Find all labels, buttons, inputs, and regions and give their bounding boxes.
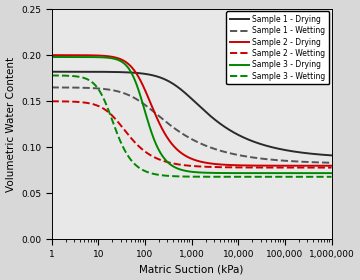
Sample 1 - Drying [67,70,71,73]
Line: Sample 1 - Wetting: Sample 1 - Wetting [51,87,332,163]
Sample 3 - Wetting [262,175,266,178]
Sample 3 - Drying [212,171,216,175]
Legend: Sample 1 - Drying, Sample 1 - Wetting, Sample 2 - Drying, Sample 2 - Wetting, Sa: Sample 1 - Drying, Sample 1 - Wetting, S… [226,11,329,85]
Sample 3 - Drying [291,171,295,175]
Sample 2 - Drying [262,164,266,167]
Sample 1 - Wetting [212,147,216,150]
Sample 2 - Drying [329,164,334,167]
Sample 2 - Wetting [228,166,232,169]
Sample 3 - Drying [67,55,71,59]
Sample 1 - Wetting [262,157,266,160]
Sample 1 - Wetting [329,161,334,164]
Sample 1 - Wetting [219,149,224,153]
Sample 1 - Drying [219,123,224,126]
Sample 3 - Drying [49,55,54,59]
Sample 1 - Wetting [291,160,295,163]
Sample 3 - Drying [262,171,266,175]
Sample 3 - Wetting [67,74,71,78]
Sample 2 - Wetting [329,166,334,169]
Sample 3 - Drying [228,171,232,175]
Sample 1 - Drying [262,143,266,147]
Sample 3 - Drying [219,171,224,175]
Sample 1 - Wetting [67,86,71,89]
Line: Sample 2 - Drying: Sample 2 - Drying [51,55,332,166]
Sample 2 - Wetting [212,165,216,169]
Line: Sample 1 - Drying: Sample 1 - Drying [51,72,332,155]
Sample 3 - Wetting [219,175,224,178]
Sample 1 - Drying [228,129,232,132]
Sample 1 - Drying [212,117,216,121]
X-axis label: Matric Suction (kPa): Matric Suction (kPa) [139,264,244,274]
Sample 2 - Drying [212,162,216,165]
Sample 3 - Wetting [291,175,295,178]
Sample 2 - Drying [49,53,54,57]
Sample 2 - Wetting [49,100,54,103]
Line: Sample 2 - Wetting: Sample 2 - Wetting [51,101,332,168]
Sample 3 - Wetting [49,74,54,77]
Sample 3 - Wetting [212,175,216,178]
Sample 2 - Wetting [291,166,295,169]
Sample 1 - Wetting [228,151,232,155]
Sample 2 - Wetting [262,166,266,169]
Sample 1 - Wetting [49,86,54,89]
Sample 2 - Drying [219,163,224,166]
Line: Sample 3 - Wetting: Sample 3 - Wetting [51,75,332,177]
Sample 1 - Drying [291,150,295,153]
Sample 3 - Drying [329,171,334,175]
Line: Sample 3 - Drying: Sample 3 - Drying [51,57,332,173]
Sample 1 - Drying [329,154,334,157]
Sample 2 - Wetting [67,100,71,103]
Sample 2 - Drying [291,164,295,167]
Sample 2 - Drying [67,53,71,57]
Sample 1 - Drying [49,70,54,73]
Sample 2 - Drying [228,163,232,167]
Sample 3 - Wetting [228,175,232,178]
Sample 2 - Wetting [219,165,224,169]
Y-axis label: Volumetric Water Content: Volumetric Water Content [5,57,15,192]
Sample 3 - Wetting [329,175,334,178]
